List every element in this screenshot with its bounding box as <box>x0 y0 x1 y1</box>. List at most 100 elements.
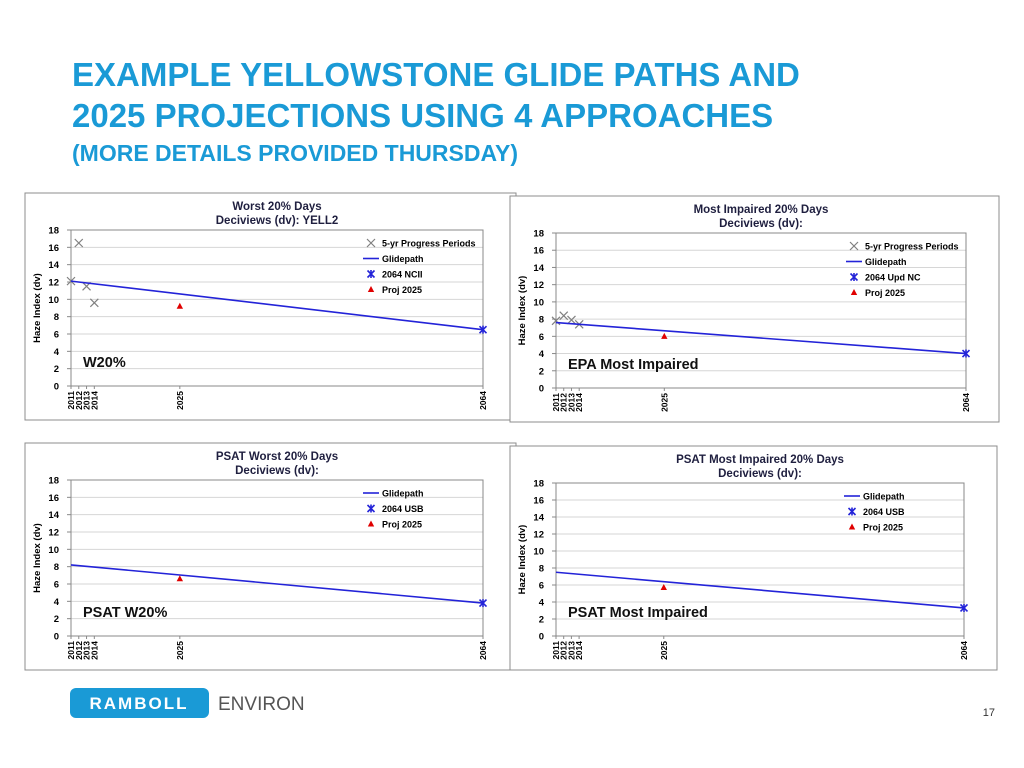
legend-marker <box>366 504 376 513</box>
charts: Worst 20% Days Deciviews (dv): YELL2 Haze … <box>24 192 1000 671</box>
x-tick-label: 2013 <box>82 391 92 410</box>
plot-frame <box>555 232 967 389</box>
progress-marker <box>66 276 76 286</box>
y-tick-label: 8 <box>54 312 59 323</box>
glidepath-line <box>70 280 484 331</box>
page-number: 17 <box>983 707 995 719</box>
progress-marker <box>567 315 576 325</box>
x-tick-label: 2013 <box>82 641 92 660</box>
endpoint-marker <box>478 325 488 334</box>
y-tick-label: 6 <box>54 580 59 591</box>
x-tick-label: 2064 <box>478 641 488 660</box>
y-tick-label: 16 <box>48 493 59 504</box>
logo-box <box>70 688 209 718</box>
y-tick-label: 14 <box>48 260 59 271</box>
x-tick-label: 2011 <box>66 391 76 410</box>
chart-annotation: EPA Most Impaired <box>568 357 699 373</box>
panel-frame <box>24 442 517 671</box>
chart-title: Most Impaired 20% Days <box>694 204 829 216</box>
x-tick-label: 2012 <box>74 391 84 410</box>
glidepath-line <box>70 564 484 604</box>
legend-marker <box>367 520 375 527</box>
x-tick-label: 2014 <box>89 641 99 660</box>
legend-marker <box>847 507 857 516</box>
legend-label: Glidepath <box>865 257 907 267</box>
y-axis-label: Haze Index (dv) <box>517 525 528 595</box>
y-tick-label: 6 <box>54 330 59 341</box>
chart-panel: PSAT Worst 20% Days Deciviews (dv): Haze I… <box>24 442 517 671</box>
chart-panel: Worst 20% Days Deciviews (dv): YELL2 Haze … <box>24 192 517 421</box>
y-tick-label: 8 <box>539 564 544 575</box>
x-tick-label: 2012 <box>74 641 84 660</box>
x-tick-label: 2014 <box>89 391 99 410</box>
y-tick-label: 4 <box>54 347 60 358</box>
y-tick-label: 18 <box>48 226 59 237</box>
x-tick-label: 2064 <box>478 391 488 410</box>
y-tick-label: 2 <box>539 615 544 626</box>
progress-marker <box>89 298 99 308</box>
x-tick-label: 2064 <box>959 641 969 660</box>
y-tick-label: 16 <box>533 246 544 257</box>
legend-label: Proj 2025 <box>863 523 903 533</box>
y-tick-label: 2 <box>54 614 59 625</box>
x-tick-label: 2025 <box>659 393 669 412</box>
chart-title: PSAT Most Impaired 20% Days <box>676 454 844 466</box>
chart-subtitle: Deciviews (dv): <box>719 218 803 230</box>
legend-label: 2064 USB <box>382 504 424 514</box>
legend-label: 2064 USB <box>863 507 905 517</box>
x-tick-label: 2025 <box>175 391 185 410</box>
y-tick-label: 0 <box>539 384 544 395</box>
x-tick-label: 2013 <box>566 641 576 660</box>
legend-label: Glidepath <box>382 254 424 264</box>
y-axis-label: Haze Index (dv) <box>517 276 528 346</box>
logo-mark: RAMBOLL <box>90 694 189 713</box>
panel-frame <box>509 195 1000 423</box>
plot-frame <box>70 229 484 387</box>
chart-panel: Most Impaired 20% Days Deciviews (dv): Haz… <box>509 195 1000 423</box>
x-tick-label: 2012 <box>559 393 569 412</box>
legend-label: Glidepath <box>863 492 905 502</box>
y-tick-label: 12 <box>533 280 544 291</box>
y-tick-label: 10 <box>48 545 59 556</box>
y-tick-label: 10 <box>533 297 544 308</box>
legend-label: 5-yr Progress Periods <box>382 239 476 249</box>
slide-title: EXAMPLE YELLOWSTONE GLIDE PATHS AND <box>72 56 800 93</box>
endpoint-marker <box>961 349 971 358</box>
chart-title: PSAT Worst 20% Days <box>216 451 338 463</box>
chart-subtitle: Deciviews (dv): <box>235 465 319 477</box>
y-tick-label: 6 <box>539 332 544 343</box>
projection-marker <box>176 575 184 582</box>
y-tick-label: 0 <box>54 632 59 643</box>
x-tick-label: 2025 <box>659 641 669 660</box>
y-tick-label: 4 <box>54 597 60 608</box>
y-tick-label: 18 <box>533 229 544 240</box>
glidepath-line <box>555 571 965 609</box>
legend-label: 2064 Upd NC <box>865 273 921 283</box>
y-tick-label: 12 <box>533 530 544 541</box>
endpoint-marker <box>478 599 488 608</box>
plot-frame <box>70 479 484 637</box>
y-tick-label: 16 <box>533 496 544 507</box>
chart-subtitle: Deciviews (dv): YELL2 <box>216 215 339 227</box>
legend-marker <box>850 289 858 295</box>
y-tick-label: 4 <box>539 598 545 609</box>
plot-frame <box>555 482 965 637</box>
chart-annotation: PSAT Most Impaired <box>568 605 708 621</box>
x-tick-label: 2064 <box>961 393 971 412</box>
slide-subtitle: (MORE DETAILS PROVIDED THURSDAY) <box>72 140 518 166</box>
chart-panel: PSAT Most Impaired 20% Days Deciviews (dv… <box>509 445 998 671</box>
x-tick-label: 2011 <box>551 393 561 412</box>
logo-text: ENVIRON <box>218 694 305 715</box>
legend-marker <box>849 272 859 282</box>
projection-marker <box>176 302 184 309</box>
y-axis-label: Haze Index (dv) <box>32 523 43 593</box>
y-tick-label: 18 <box>48 476 59 487</box>
legend-marker <box>849 241 859 251</box>
y-tick-label: 0 <box>539 632 544 643</box>
y-tick-label: 12 <box>48 528 59 539</box>
y-tick-label: 8 <box>54 562 59 573</box>
y-tick-label: 10 <box>533 547 544 558</box>
legend-label: Proj 2025 <box>382 285 422 295</box>
projection-marker <box>660 584 667 591</box>
